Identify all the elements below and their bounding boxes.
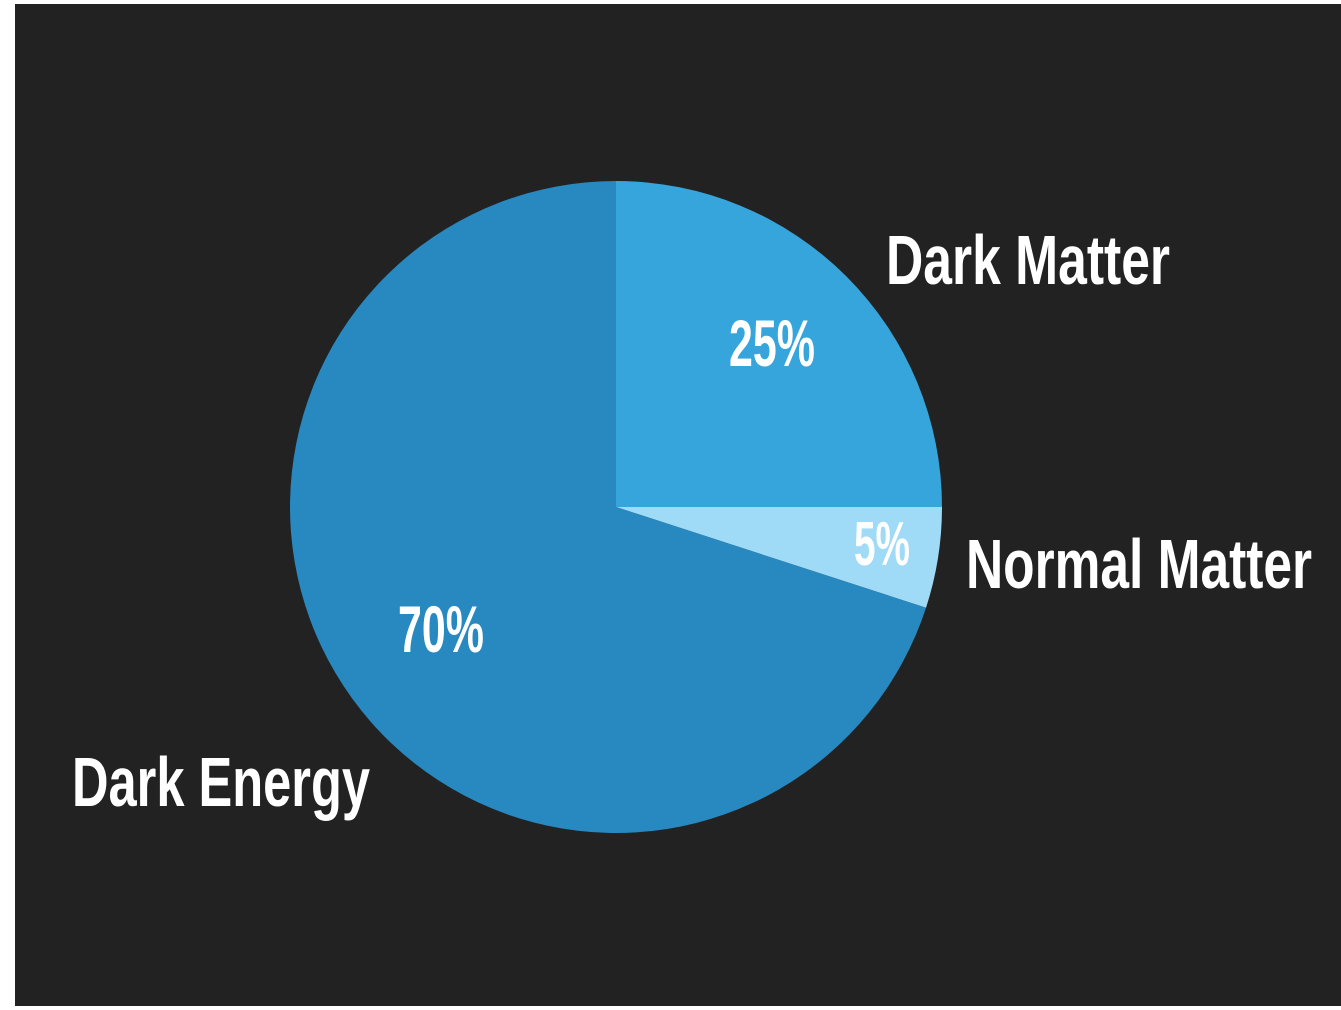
slice-value-label-dark-matter: 25% (729, 306, 815, 380)
slice-value-label-dark-energy: 70% (398, 592, 484, 666)
slice-name-label-dark-matter: Dark Matter (886, 221, 1170, 299)
pie-slice-dark-matter (616, 181, 942, 507)
slice-value-label-normal-matter: 5% (854, 510, 910, 579)
slice-name-label-dark-energy: Dark Energy (72, 743, 370, 821)
pie-slice-normal-matter (616, 507, 942, 608)
slice-name-label-normal-matter: Normal Matter (966, 525, 1312, 603)
pie-slices (289, 181, 942, 833)
pie-slice-dark-energy (289, 181, 927, 833)
